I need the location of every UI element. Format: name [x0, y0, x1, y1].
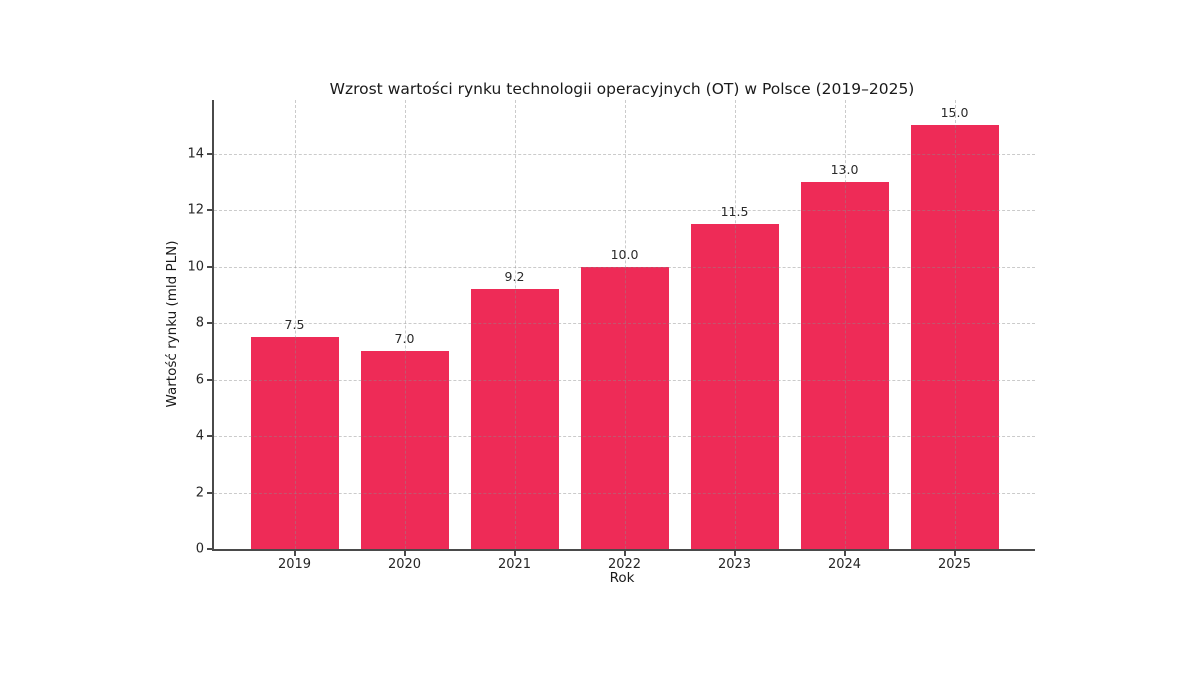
x-tick-mark [623, 551, 626, 556]
bar [470, 289, 559, 549]
y-tick-mark [207, 491, 212, 494]
bar-value-label: 13.0 [830, 161, 859, 177]
chart-title: Wzrost wartości rynku technologii operac… [329, 80, 915, 98]
x-tick-mark [733, 551, 736, 556]
plot-area: 0 2 4 6 8 10 12 14 7.5 2019 7.0 2020 9.2 2021 10.0 2022… [187, 100, 1035, 572]
bar-value-label: 7.0 [394, 331, 415, 347]
y-tick-label: 2 [195, 485, 204, 501]
x-tick-mark [843, 551, 846, 556]
x-tick-label: 2020 [387, 557, 422, 572]
y-tick-mark [207, 265, 212, 268]
bar-value-label: 10.0 [610, 246, 639, 262]
y-tick-label: 4 [195, 428, 204, 444]
y-tick-label: 8 [195, 315, 204, 331]
y-tick-mark [207, 548, 212, 550]
bar [580, 266, 669, 549]
y-tick-mark [207, 322, 212, 325]
bar [910, 125, 999, 549]
x-tick-mark [403, 551, 406, 556]
bar-value-label: 7.5 [284, 317, 305, 333]
x-tick-mark [513, 551, 516, 556]
x-tick-label: 2021 [497, 557, 532, 572]
bar [250, 337, 339, 549]
x-axis-label: Rok [609, 570, 635, 586]
y-tick-mark [207, 378, 212, 381]
y-tick-mark [207, 435, 212, 438]
y-tick-label: 10 [187, 259, 204, 275]
bar-value-label: 9.2 [504, 269, 525, 285]
y-tick-label: 6 [195, 372, 204, 388]
x-tick-mark [953, 551, 956, 556]
x-tick-label: 2024 [827, 557, 862, 572]
x-tick-label: 2025 [937, 557, 972, 572]
x-tick-label: 2019 [277, 557, 312, 572]
bar-value-label: 11.5 [720, 204, 749, 220]
bar [360, 351, 449, 549]
x-tick-label: 2023 [717, 557, 752, 572]
bar-value-label: 15.0 [940, 105, 969, 121]
x-tick-mark [293, 551, 296, 556]
y-tick-mark [207, 209, 212, 212]
bar [690, 224, 779, 549]
x-tick-label: 2022 [607, 557, 642, 572]
y-tick-label: 12 [187, 202, 204, 218]
y-tick-mark [207, 152, 212, 155]
bar [800, 181, 889, 549]
y-tick-label: 14 [187, 146, 204, 162]
y-tick-label: 0 [195, 541, 204, 557]
